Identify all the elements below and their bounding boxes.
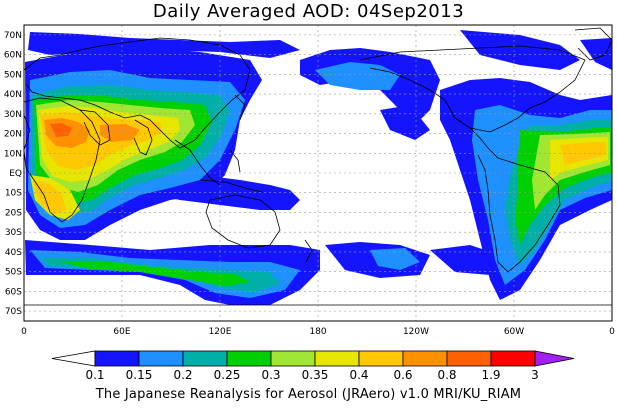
data-source-credit: The Japanese Reanalysis for Aerosol (JRA… (95, 387, 522, 402)
colorbar-level-label: 0.25 (214, 368, 241, 382)
lon-label: 0 (21, 327, 27, 337)
colorbar-level-label: 0.8 (437, 368, 456, 382)
lat-label: 70S (5, 307, 22, 317)
aod-field (25, 30, 612, 305)
lat-label: 10N (4, 149, 22, 159)
colorbar-level-label: 0.15 (126, 368, 153, 382)
colorbar-level-label: 0.35 (302, 368, 329, 382)
lat-label: 50S (5, 268, 22, 278)
colorbar-box (226, 350, 272, 367)
lat-label: 20N (4, 130, 22, 140)
colorbar-level-label: 3 (531, 368, 539, 382)
colorbar-level-label: 0.4 (349, 368, 368, 382)
map-frame (23, 24, 613, 322)
lat-label: 40S (5, 248, 22, 258)
colorbar-box (402, 350, 448, 367)
colorbar-level-label: 0.1 (85, 368, 104, 382)
latitude-labels: 70N 60N 50N 40N 30N 20N 10N EQ 10S 20S 30S 40S 50S 60… (4, 31, 22, 317)
lon-label: 120W (403, 327, 429, 337)
colorbar-box (446, 350, 492, 367)
lat-label: 10S (5, 189, 22, 199)
colorbar-level-label: 0.6 (393, 368, 412, 382)
colorbar-box (358, 350, 404, 367)
lat-label: 50N (4, 70, 22, 80)
lon-label: 60W (504, 327, 524, 337)
colorbar-box (182, 350, 228, 367)
longitude-labels: 0 60E 120E 180 120W 60W 0 (21, 327, 615, 337)
map-title: Daily Averaged AOD: 04Sep2013 (152, 1, 465, 22)
colorbar-box (138, 350, 184, 367)
lat-label: 60N (4, 51, 22, 61)
lon-label: 120E (209, 327, 232, 337)
lat-label: 70N (4, 31, 22, 41)
colorbar-over-triangle (534, 350, 575, 367)
lat-lon-grid (24, 25, 612, 321)
aod-colorbar: 0.1 0.15 0.2 0.25 0.3 0.35 0.4 0.6 0.8 1.9 3 (51, 350, 575, 382)
colorbar-box (490, 350, 536, 367)
lat-label: EQ (9, 169, 22, 179)
colorbar-level-label: 0.3 (261, 368, 280, 382)
lon-label: 180 (309, 327, 326, 337)
lon-label: 60E (113, 327, 130, 337)
colorbar-box (94, 350, 140, 367)
lat-label: 40N (4, 90, 22, 100)
colorbar-under-triangle (51, 350, 96, 367)
lat-label: 30S (5, 228, 22, 238)
colorbar-level-label: 0.2 (173, 368, 192, 382)
lat-label: 30N (4, 110, 22, 120)
lat-label: 60S (5, 287, 22, 297)
lat-label: 20S (5, 208, 22, 218)
colorbar-box (314, 350, 360, 367)
aod-map: 70N 60N 50N 40N 30N 20N 10N EQ 10S 20S 30S 40S 50S 60… (4, 24, 615, 382)
colorbar-box (270, 350, 316, 367)
colorbar-level-label: 1.9 (481, 368, 500, 382)
lon-label: 0 (609, 327, 615, 337)
